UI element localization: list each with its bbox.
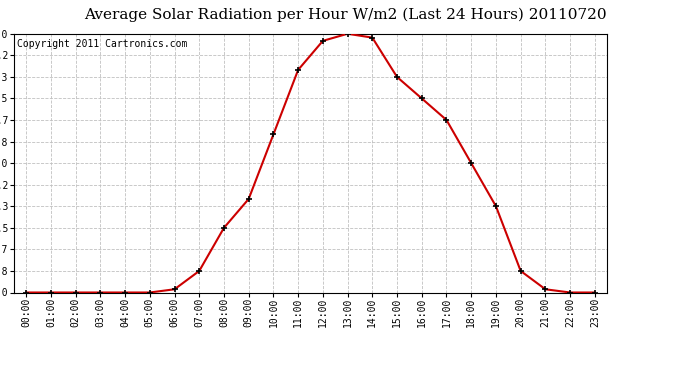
Text: Copyright 2011 Cartronics.com: Copyright 2011 Cartronics.com xyxy=(17,39,187,49)
Text: Average Solar Radiation per Hour W/m2 (Last 24 Hours) 20110720: Average Solar Radiation per Hour W/m2 (L… xyxy=(83,8,607,22)
